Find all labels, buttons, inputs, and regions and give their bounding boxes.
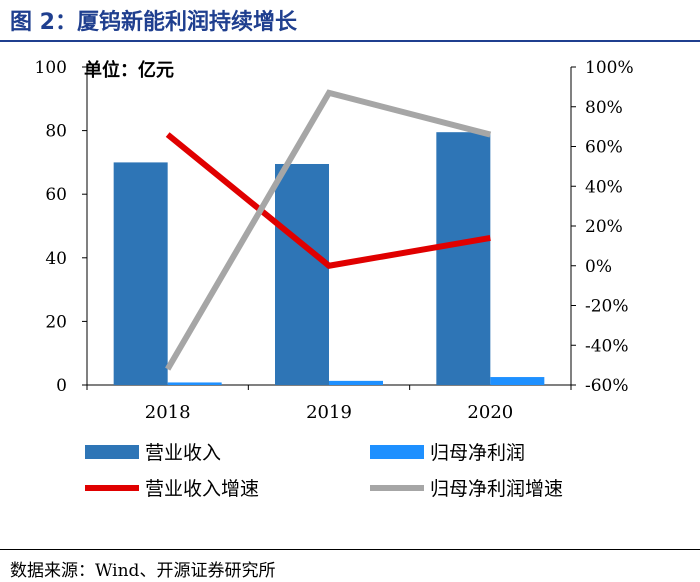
line-营业收入增速 <box>165 132 491 269</box>
source-note: 数据来源：Wind、开源证券研究所 <box>10 561 276 581</box>
left-tick-label: 20 <box>45 312 67 332</box>
legend-label: 营业收入 <box>145 442 221 464</box>
right-tick-label: 40% <box>585 177 623 197</box>
right-tick-label: -20% <box>585 297 629 317</box>
x-tick-label: 2018 <box>145 402 191 423</box>
bar-营业收入-2020 <box>436 132 491 385</box>
bar-营业收入-2019 <box>275 163 329 385</box>
right-tick-label: -40% <box>585 336 629 356</box>
tick-labels: 0 20 40 60 80 100 -60% -40% -20% 0% 20% 40% 60% 80% 10… <box>35 58 634 423</box>
chart: 0 20 40 60 80 100 -60% -40% -20% 0% 20% 40% 60% 80% 10… <box>35 58 634 500</box>
legend-label: 归母净利润 <box>430 442 525 464</box>
bar-归母净利润-2019 <box>329 380 383 385</box>
left-tick-label: 40 <box>45 249 67 269</box>
legend-swatch <box>85 445 139 459</box>
right-tick-label: 20% <box>585 217 623 237</box>
right-tick-label: 60% <box>585 138 623 158</box>
legend-label: 营业收入增速 <box>145 478 259 500</box>
right-tick-label: 80% <box>585 98 623 118</box>
unit-label: 单位：亿元 <box>84 59 174 81</box>
left-tick-label: 60 <box>45 185 67 205</box>
line-归母净利润增速 <box>165 89 492 371</box>
bar-归母净利润-2018 <box>167 382 222 385</box>
left-tick-label: 100 <box>35 58 67 78</box>
right-tick-label: 100% <box>585 58 634 78</box>
line-series <box>165 89 492 371</box>
legend-swatch <box>370 445 424 459</box>
x-tick-label: 2020 <box>467 402 513 423</box>
bar-营业收入-2018 <box>113 162 168 385</box>
bar-归母净利润-2020 <box>490 377 545 385</box>
legend-label: 归母净利润增速 <box>430 478 563 500</box>
left-tick-label: 0 <box>56 376 67 396</box>
right-tick-label: -60% <box>585 376 629 396</box>
figure-title: 图 2：厦钨新能利润持续增长 <box>10 10 297 35</box>
x-tick-label: 2019 <box>306 402 352 423</box>
title-divider <box>0 40 700 42</box>
left-tick-label: 80 <box>45 122 67 142</box>
right-tick-label: 0% <box>585 257 612 277</box>
bar-series <box>113 132 545 385</box>
footer-divider <box>0 549 700 550</box>
